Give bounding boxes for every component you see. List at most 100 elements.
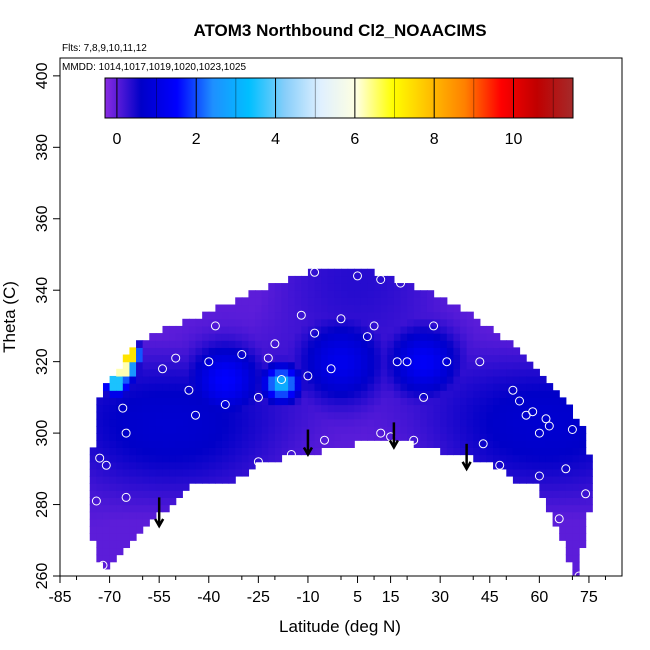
- heatmap-cell: [235, 318, 243, 327]
- heatmap-cell: [274, 311, 283, 320]
- heatmap-cell: [400, 333, 408, 341]
- heatmap-cell: [136, 368, 144, 377]
- heatmap-cell: [268, 347, 276, 356]
- heatmap-cell: [387, 375, 395, 384]
- heatmap-cell: [248, 368, 256, 377]
- heatmap-cell: [393, 333, 402, 341]
- heatmap-cell: [420, 354, 428, 363]
- observation-point: [210, 321, 220, 331]
- heatmap-cell: [565, 518, 574, 527]
- heatmap-cell: [354, 304, 362, 313]
- heatmap-cell: [499, 340, 507, 348]
- heatmap-cell: [314, 290, 322, 298]
- heatmap-cell: [512, 354, 521, 363]
- heatmap-cell: [341, 425, 349, 434]
- heatmap-cell: [367, 404, 375, 413]
- heatmap-cell: [96, 461, 104, 470]
- heatmap-cell: [334, 418, 342, 427]
- y-tick-label: 300: [34, 420, 51, 447]
- heatmap-cell: [579, 497, 587, 506]
- heatmap-cell: [321, 283, 329, 291]
- heatmap-cell: [102, 411, 111, 420]
- heatmap-cell: [460, 390, 468, 398]
- heatmap-cell: [321, 425, 329, 434]
- observation-point: [320, 435, 329, 445]
- heatmap-cell: [208, 454, 216, 463]
- heatmap-cell: [334, 297, 342, 306]
- heatmap-cell: [559, 518, 567, 527]
- heatmap-cell: [440, 418, 448, 427]
- heatmap-cell: [142, 497, 150, 506]
- heatmap-cell: [393, 375, 402, 384]
- heatmap-cell: [175, 361, 183, 370]
- heatmap-cell: [512, 383, 521, 391]
- heatmap-cell: [367, 354, 375, 363]
- heatmap-cell: [136, 483, 144, 491]
- heatmap-cell: [460, 333, 468, 341]
- heatmap-cell: [360, 390, 369, 398]
- heatmap-cell: [228, 383, 236, 391]
- heatmap-cell: [102, 390, 111, 398]
- heatmap-cell: [221, 368, 230, 377]
- heatmap-cell: [512, 361, 521, 370]
- heatmap-cell: [387, 354, 395, 363]
- heatmap-cell: [341, 318, 349, 327]
- heatmap-cell: [281, 440, 289, 448]
- heatmap-cell: [327, 397, 335, 406]
- observation-point: [376, 275, 386, 284]
- heatmap-cell: [552, 418, 560, 427]
- heatmap-cell: [307, 275, 316, 284]
- heatmap-cell: [539, 440, 547, 448]
- heatmap-cell: [235, 325, 243, 334]
- heatmap-cell: [334, 283, 342, 291]
- heatmap-cell: [261, 383, 269, 391]
- heatmap-cell: [440, 397, 448, 406]
- heatmap-cell: [149, 497, 157, 506]
- heatmap-cell: [122, 483, 131, 491]
- heatmap-cell: [545, 404, 554, 413]
- heatmap-cell: [288, 440, 296, 448]
- heatmap-cell: [307, 318, 316, 327]
- heatmap-cell: [96, 525, 104, 534]
- heatmap-cell: [129, 440, 137, 448]
- heatmap-cell: [545, 411, 554, 420]
- heatmap-cell: [228, 390, 236, 398]
- heatmap-cell: [102, 547, 111, 556]
- heatmap-cell: [321, 297, 329, 306]
- heatmap-cell: [393, 433, 402, 441]
- heatmap-cell: [512, 368, 521, 377]
- heatmap-cell: [248, 411, 256, 420]
- heatmap-cell: [460, 340, 468, 348]
- heatmap-cell: [129, 483, 137, 491]
- heatmap-cell: [559, 418, 567, 427]
- heatmap-cell: [129, 418, 137, 427]
- heatmap-cell: [400, 383, 408, 391]
- heatmap-cell: [248, 325, 256, 334]
- heatmap-cell: [188, 397, 197, 406]
- heatmap-cell: [274, 454, 283, 463]
- heatmap-cell: [473, 318, 481, 327]
- heatmap-cell: [294, 425, 302, 434]
- heatmap-cell: [413, 333, 421, 341]
- heatmap-cell: [374, 418, 382, 427]
- heatmap-cell: [341, 440, 349, 448]
- heatmap-cell: [420, 325, 428, 334]
- heatmap-cell: [195, 461, 203, 470]
- heatmap-cell: [307, 347, 316, 356]
- heatmap-cell: [486, 325, 494, 334]
- heatmap-cell: [294, 411, 302, 420]
- observation-point: [91, 496, 101, 506]
- heatmap-cell: [274, 290, 283, 298]
- heatmap-cell: [407, 368, 415, 377]
- heatmap-cell: [387, 283, 395, 291]
- heatmap-cell: [96, 511, 104, 520]
- heatmap-cell: [426, 397, 435, 406]
- heatmap-cell: [473, 325, 481, 334]
- observation-point: [98, 560, 108, 570]
- heatmap-cell: [341, 390, 349, 398]
- heatmap-cell: [393, 283, 402, 291]
- heatmap-cell: [506, 461, 514, 470]
- heatmap-cell: [175, 375, 183, 384]
- heatmap-cell: [255, 361, 263, 370]
- heatmap-cell: [261, 418, 269, 427]
